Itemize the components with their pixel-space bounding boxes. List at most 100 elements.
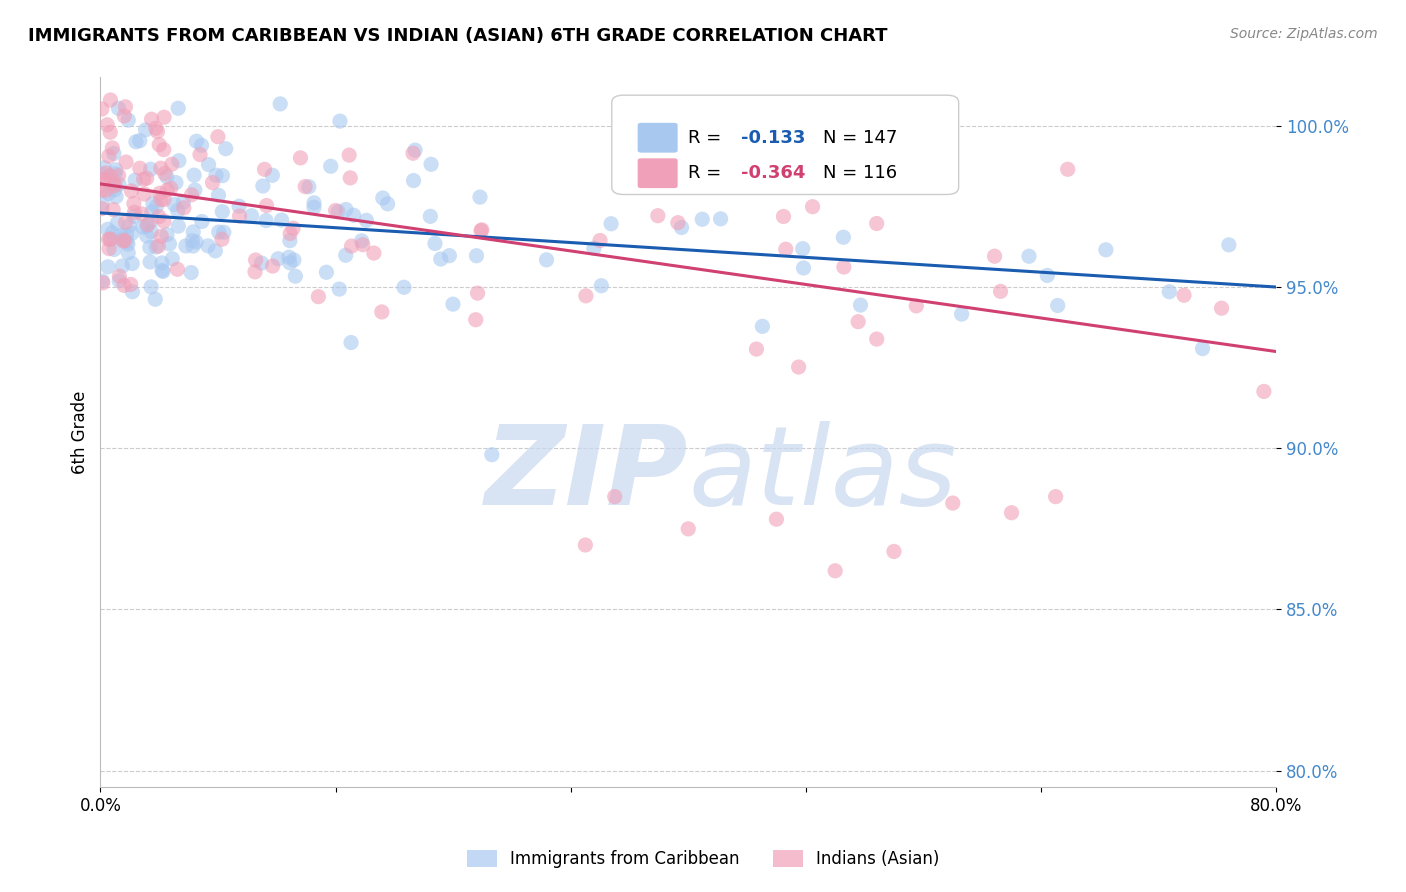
Point — [165, 176, 187, 190]
Point — [112, 109, 135, 123]
Point — [942, 496, 965, 510]
Point — [121, 256, 143, 270]
Point — [181, 239, 204, 253]
Point — [162, 252, 184, 266]
Point — [1173, 288, 1195, 302]
Point — [765, 512, 787, 526]
Point — [167, 219, 190, 234]
Point — [135, 219, 157, 234]
Point — [197, 158, 219, 172]
Point — [124, 173, 146, 187]
Point — [181, 225, 204, 239]
Point — [228, 199, 250, 213]
Point — [208, 225, 231, 239]
Point — [671, 220, 693, 235]
Point — [115, 155, 138, 169]
Text: Source: ZipAtlas.com: Source: ZipAtlas.com — [1230, 27, 1378, 41]
Point — [98, 125, 121, 139]
Point — [153, 167, 176, 181]
Point — [284, 269, 307, 284]
Point — [132, 220, 155, 235]
Point — [328, 282, 350, 296]
Point — [207, 129, 229, 144]
Point — [536, 252, 558, 267]
Point — [143, 292, 166, 306]
Point — [97, 149, 120, 163]
Point — [103, 243, 125, 257]
Text: atlas: atlas — [688, 421, 957, 528]
Point — [468, 190, 491, 204]
Point — [100, 93, 122, 107]
Point — [950, 307, 973, 321]
Point — [139, 280, 162, 294]
Point — [575, 289, 598, 303]
Point — [1211, 301, 1233, 316]
Point — [180, 187, 202, 202]
Point — [166, 203, 188, 218]
Point — [90, 102, 112, 116]
Point — [136, 218, 159, 232]
Point — [163, 197, 186, 211]
Point — [471, 223, 494, 237]
Point — [96, 118, 118, 132]
Point — [115, 235, 138, 249]
Point — [335, 202, 357, 217]
Legend: Immigrants from Caribbean, Indians (Asian): Immigrants from Caribbean, Indians (Asia… — [460, 843, 946, 875]
Point — [207, 188, 229, 202]
Point — [141, 112, 163, 127]
Point — [307, 290, 329, 304]
Text: ZIP: ZIP — [485, 421, 688, 528]
Point — [356, 213, 378, 227]
Point — [100, 232, 122, 246]
Point — [128, 134, 150, 148]
Point — [574, 538, 596, 552]
Point — [146, 124, 169, 138]
Point — [377, 197, 399, 211]
Text: R =: R = — [688, 164, 727, 182]
Point — [117, 245, 139, 260]
Point — [191, 214, 214, 228]
Point — [363, 246, 385, 260]
Point — [470, 224, 492, 238]
Point — [153, 110, 176, 124]
Point — [325, 203, 347, 218]
Point — [290, 151, 312, 165]
Point — [101, 226, 124, 240]
Point — [600, 217, 623, 231]
Point — [402, 173, 425, 187]
Point — [173, 201, 195, 215]
Point — [110, 228, 132, 243]
Point — [1045, 490, 1067, 504]
Point — [824, 564, 846, 578]
Point — [112, 278, 135, 293]
Point — [152, 264, 174, 278]
Point — [883, 544, 905, 558]
Point — [93, 161, 115, 175]
Point — [91, 196, 114, 211]
Point — [97, 232, 120, 246]
Point — [243, 265, 266, 279]
Point — [278, 234, 301, 248]
Text: N = 116: N = 116 — [824, 164, 897, 182]
Text: -0.133: -0.133 — [741, 128, 806, 147]
Point — [270, 213, 292, 227]
Point — [278, 256, 301, 270]
Point — [467, 286, 489, 301]
Point — [132, 172, 155, 186]
Point — [267, 252, 290, 266]
Point — [211, 232, 233, 246]
Point — [240, 209, 263, 223]
Point — [439, 249, 461, 263]
Point — [647, 209, 669, 223]
Point — [91, 276, 114, 290]
FancyBboxPatch shape — [612, 95, 959, 194]
Point — [350, 234, 373, 248]
Point — [114, 100, 136, 114]
Point — [145, 121, 167, 136]
Point — [262, 169, 284, 183]
Point — [141, 205, 163, 219]
Point — [1095, 243, 1118, 257]
Point — [371, 191, 394, 205]
Point — [139, 255, 162, 269]
Point — [160, 157, 183, 171]
